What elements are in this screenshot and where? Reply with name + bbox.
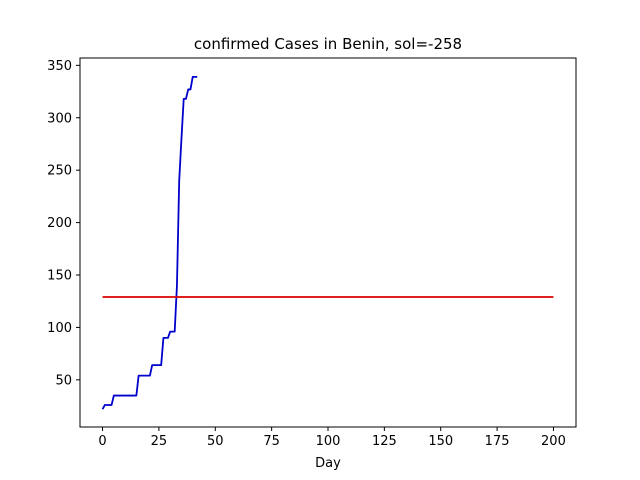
x-tick-label: 50 <box>207 434 224 449</box>
y-tick-label: 200 <box>47 216 72 231</box>
x-tick-label: 0 <box>98 434 106 449</box>
y-axis-ticks: 50 100 150 200 250 300 350 <box>47 59 80 388</box>
y-tick-label: 250 <box>47 164 72 179</box>
x-tick-label: 25 <box>151 434 168 449</box>
x-tick-label: 150 <box>428 434 453 449</box>
plot-frame <box>79 57 577 428</box>
y-tick-label: 100 <box>47 321 72 336</box>
x-tick-label: 125 <box>372 434 397 449</box>
x-axis-ticks: 0 25 50 75 100 125 150 175 200 <box>98 427 566 449</box>
x-tick-label: 175 <box>485 434 510 449</box>
y-tick-label: 300 <box>47 111 72 126</box>
x-axis-label: Day <box>315 456 341 471</box>
x-tick-label: 75 <box>263 434 280 449</box>
x-tick-label: 100 <box>316 434 341 449</box>
y-tick-label: 50 <box>55 373 72 388</box>
x-tick-label: 200 <box>541 434 566 449</box>
chart-title: confirmed Cases in Benin, sol=-258 <box>194 35 462 53</box>
y-tick-label: 150 <box>47 268 72 283</box>
series-line-1 <box>101 75 198 410</box>
y-tick-label: 350 <box>47 59 72 74</box>
series-layer <box>101 75 554 410</box>
